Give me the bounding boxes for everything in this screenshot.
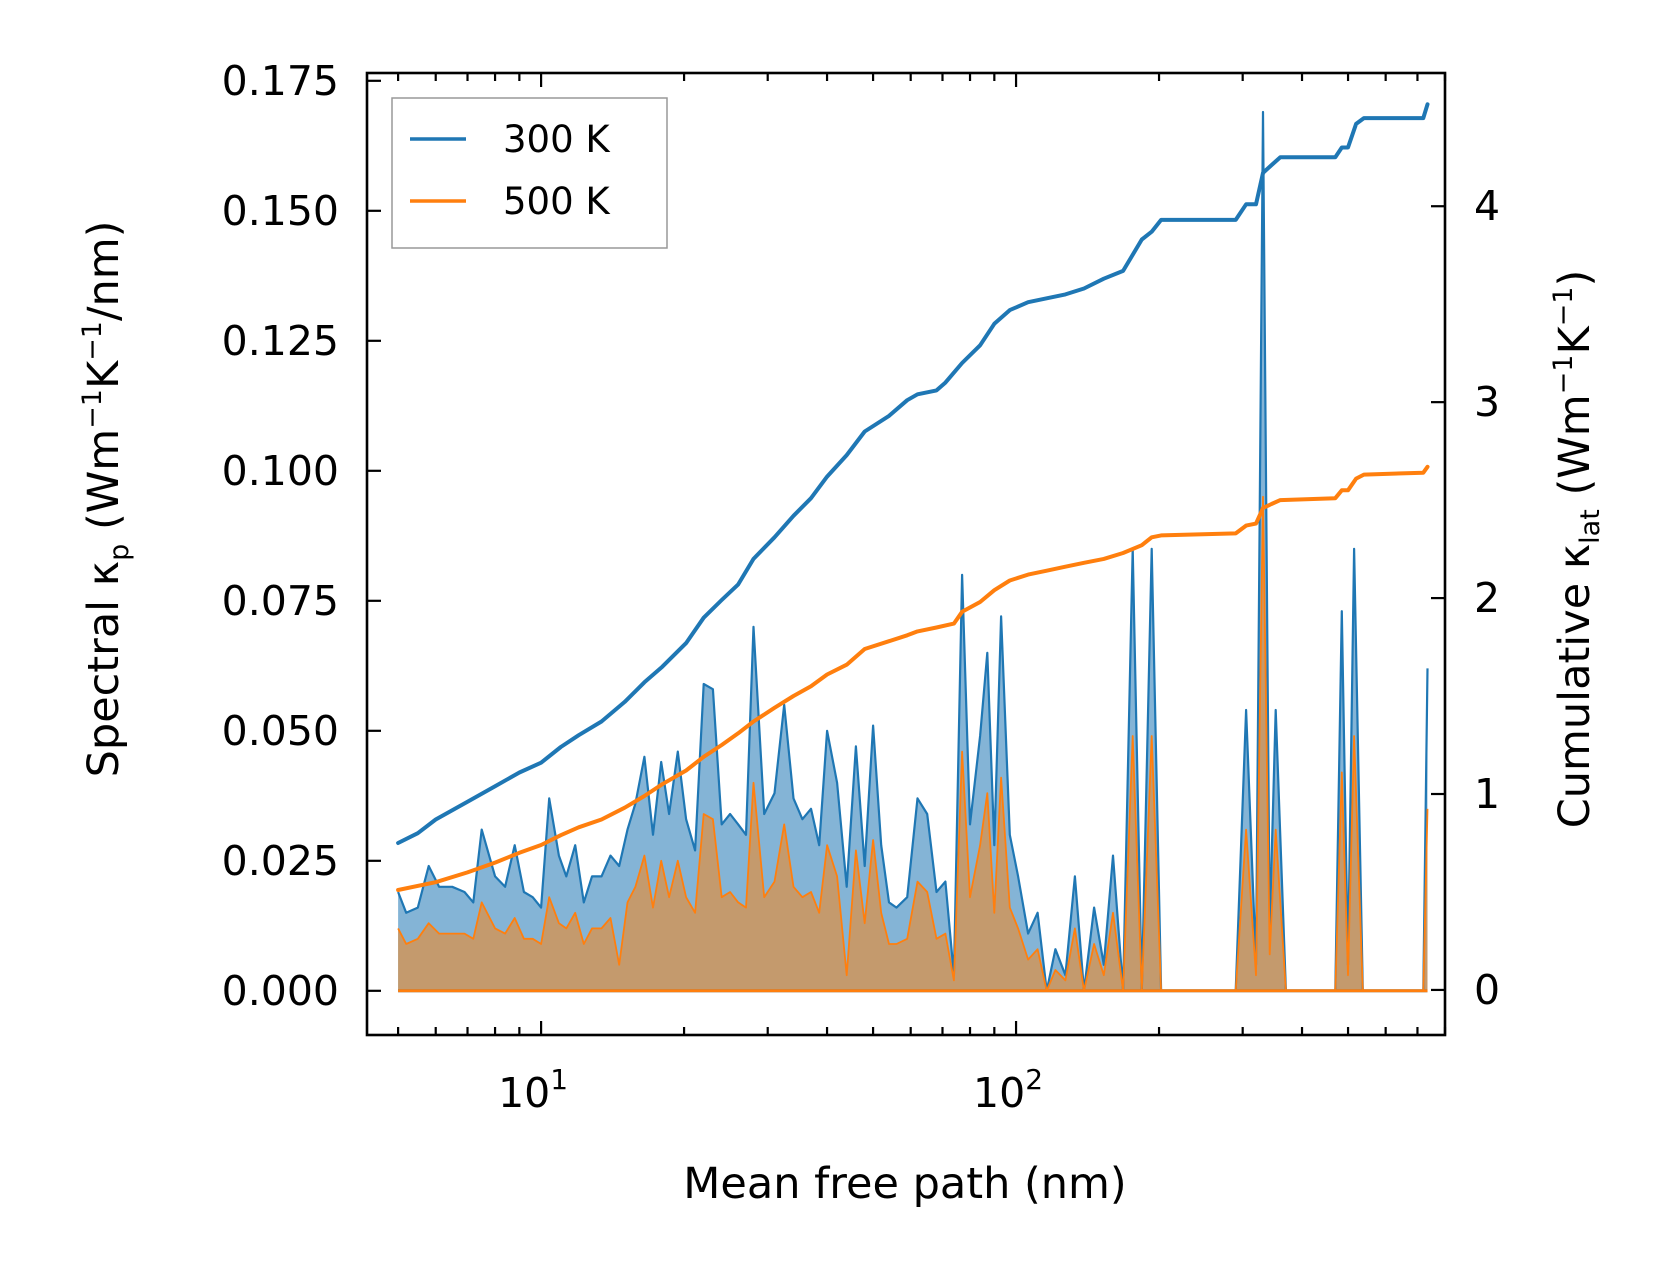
axis-ticks bbox=[367, 73, 1447, 1035]
y-left-tick-label: 0.000 bbox=[222, 967, 339, 1015]
spectral-line-500k bbox=[397, 495, 1429, 992]
y-left-tick-label: 0.125 bbox=[222, 317, 339, 365]
y-left-tick-label: 0.025 bbox=[222, 837, 339, 885]
y-right-tick-label: 2 bbox=[1474, 574, 1500, 622]
y-right-tick-label: 4 bbox=[1474, 182, 1500, 230]
legend-box bbox=[391, 97, 668, 249]
y-left-tick-label: 0.150 bbox=[222, 187, 339, 235]
legend-label-500k: 500 K bbox=[503, 180, 611, 223]
y-right-tick-label: 1 bbox=[1474, 770, 1500, 818]
y-left-tick-label: 0.175 bbox=[222, 57, 339, 105]
plot-frame bbox=[365, 71, 1447, 1037]
cumulative-line-500k bbox=[396, 464, 1430, 892]
y-left-tick-label: 0.050 bbox=[222, 707, 339, 755]
spectral-fill-300k bbox=[398, 112, 1428, 991]
cumulative-lines bbox=[396, 102, 1430, 892]
spectral-fill-500k bbox=[398, 496, 1428, 991]
tick-labels: 101 1020.0000.0250.0500.0750.1000.1250.15… bbox=[222, 57, 1500, 1117]
y-left-tick-label: 0.075 bbox=[222, 577, 339, 625]
y-left-tick-label: 0.100 bbox=[222, 447, 339, 495]
x-tick-label: 102 bbox=[973, 1063, 1043, 1117]
y-left-axis-title: Spectral κp (Wm−1K−1/nm) bbox=[77, 221, 135, 778]
x-axis-title: Mean free path (nm) bbox=[683, 1159, 1126, 1209]
y-right-axis-title: Cumulative κlat (Wm−1K−1) bbox=[1548, 270, 1606, 829]
legend: 300 K 500 K bbox=[391, 97, 668, 249]
cumulative-line-300k bbox=[396, 102, 1430, 845]
y-right-tick-label: 3 bbox=[1474, 378, 1500, 426]
legend-label-300k: 300 K bbox=[503, 118, 611, 161]
spectral-lines bbox=[397, 110, 1429, 993]
y-right-tick-label: 0 bbox=[1474, 966, 1500, 1014]
x-tick-label: 101 bbox=[498, 1063, 568, 1117]
spectral-line-300k bbox=[397, 110, 1429, 992]
spectral-fills bbox=[398, 112, 1428, 991]
